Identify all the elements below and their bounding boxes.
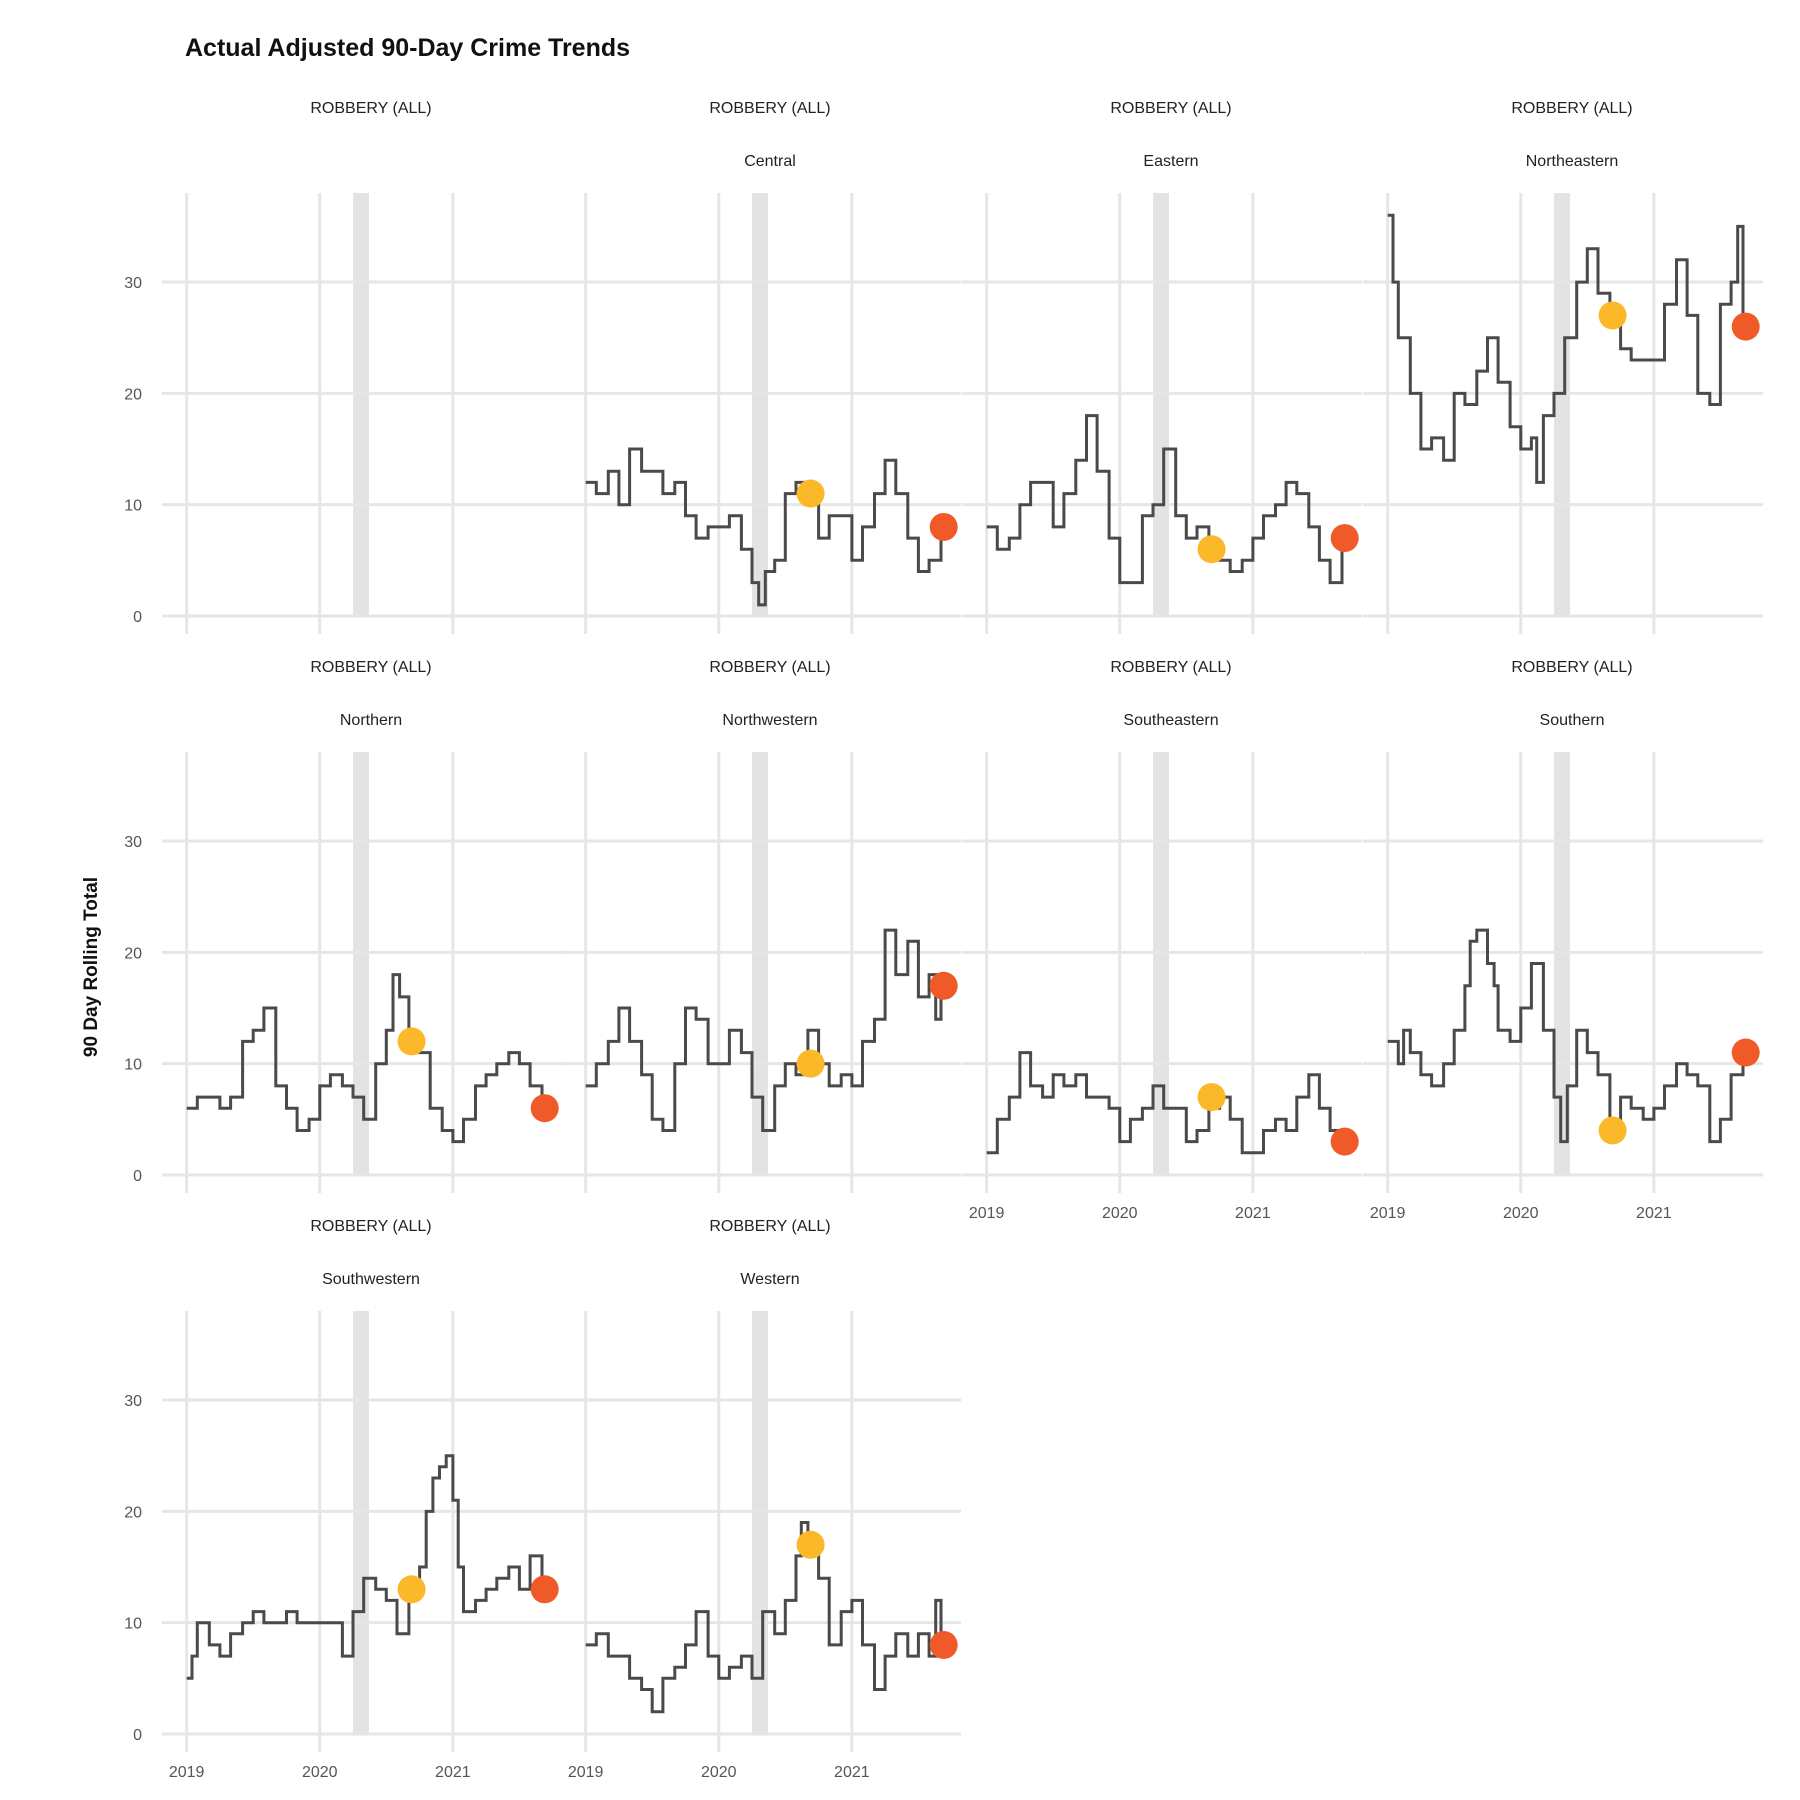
facet-strip-label: ROBBERY (ALL)	[310, 1218, 431, 1235]
shaded-band	[353, 1311, 370, 1734]
latest-point-marker	[929, 512, 958, 541]
y-tick-label: 20	[124, 386, 142, 403]
y-tick-label: 10	[124, 498, 142, 515]
series-line	[1387, 213, 1745, 484]
x-tick-label: 2020	[701, 1764, 737, 1781]
shaded-band	[752, 752, 769, 1175]
latest-point-marker	[1731, 312, 1760, 341]
x-tick-label: 2019	[568, 1764, 604, 1781]
y-tick-label: 0	[133, 1727, 142, 1744]
chart-title: Actual Adjusted 90-Day Crime Trends	[185, 34, 631, 62]
facet-strip-sublabel: Northwestern	[722, 712, 817, 729]
y-tick-label: 10	[124, 1057, 142, 1074]
facet-panel: 2019 2020 2021 ROBBERY (ALL) Southern	[1363, 659, 1763, 1222]
x-tick-label: 2021	[435, 1764, 471, 1781]
facet-panel: ROBBERY (ALL) Central	[561, 100, 961, 634]
y-tick-label: 0	[133, 1168, 142, 1185]
facet-panel: 2019 2020 2021 ROBBERY (ALL) Southeastern	[962, 659, 1362, 1222]
latest-point-marker	[530, 1094, 559, 1123]
facet-strip-label: ROBBERY (ALL)	[1110, 659, 1231, 676]
series-line	[585, 1521, 943, 1714]
shaded-band	[752, 1311, 769, 1734]
shaded-band	[752, 193, 769, 616]
latest-point-marker	[929, 1630, 958, 1659]
x-tick-label: 2021	[1636, 1205, 1672, 1222]
latest-point-marker	[1330, 524, 1359, 553]
facet-strip-label: ROBBERY (ALL)	[709, 100, 830, 117]
latest-point-marker	[1731, 1038, 1760, 1067]
y-tick-label: 30	[124, 834, 142, 851]
earlier-point-marker	[796, 479, 825, 508]
facet-strip-label: ROBBERY (ALL)	[1110, 100, 1231, 117]
facet-strip-sublabel: Northern	[340, 712, 402, 729]
earlier-point-marker	[1598, 1116, 1627, 1145]
facet-strip-label: ROBBERY (ALL)	[709, 659, 830, 676]
earlier-point-marker	[1197, 535, 1226, 564]
facet-strip-sublabel: Southern	[1540, 712, 1605, 729]
shaded-band	[353, 193, 370, 616]
x-tick-label: 2021	[834, 1764, 870, 1781]
series-line	[986, 1051, 1344, 1155]
x-tick-label: 2019	[969, 1205, 1005, 1222]
x-tick-label: 2020	[1503, 1205, 1539, 1222]
x-tick-label: 2020	[1102, 1205, 1138, 1222]
earlier-point-marker	[796, 1049, 825, 1078]
series-line	[986, 414, 1344, 585]
facet-strip-sublabel: Southeastern	[1123, 712, 1218, 729]
facet-strip-sublabel: Northeastern	[1526, 153, 1619, 170]
series-line	[585, 447, 943, 607]
shaded-band	[353, 752, 370, 1175]
earlier-point-marker	[796, 1530, 825, 1559]
y-tick-label: 30	[124, 1393, 142, 1410]
x-tick-label: 2019	[1370, 1205, 1406, 1222]
earlier-point-marker	[1598, 301, 1627, 330]
facet-strip-label: ROBBERY (ALL)	[709, 1218, 830, 1235]
facet-strip-sublabel: Western	[740, 1271, 799, 1288]
facet-strip-sublabel: Central	[744, 153, 796, 170]
shaded-band	[1153, 193, 1170, 616]
facet-strip-label: ROBBERY (ALL)	[310, 659, 431, 676]
facet-panel: 0 10 20 30 ROBBERY (ALL) Northern	[124, 659, 562, 1193]
x-tick-label: 2020	[302, 1764, 338, 1781]
earlier-point-marker	[397, 1027, 426, 1056]
x-tick-label: 2021	[1235, 1205, 1271, 1222]
series-line	[1387, 928, 1745, 1144]
facet-strip-label: ROBBERY (ALL)	[1511, 659, 1632, 676]
shaded-band	[1153, 752, 1170, 1175]
facet-strip-label: ROBBERY (ALL)	[1511, 100, 1632, 117]
facet-strip-label: ROBBERY (ALL)	[310, 100, 431, 117]
facet-panel: 0 10 20 30 ROBBERY (ALL)	[124, 100, 562, 634]
series-line	[186, 1454, 544, 1680]
facet-strip-sublabel: Eastern	[1143, 153, 1198, 170]
y-tick-label: 0	[133, 609, 142, 626]
facet-panel: ROBBERY (ALL) Northeastern	[1363, 100, 1763, 634]
latest-point-marker	[929, 971, 958, 1000]
x-tick-label: 2019	[169, 1764, 205, 1781]
series-line	[585, 928, 943, 1132]
facet-strip-sublabel: Southwestern	[322, 1271, 420, 1288]
facet-panel: ROBBERY (ALL) Northwestern	[561, 659, 961, 1193]
y-tick-label: 10	[124, 1616, 142, 1633]
latest-point-marker	[530, 1575, 559, 1604]
shaded-band	[1554, 193, 1571, 616]
latest-point-marker	[1330, 1127, 1359, 1156]
series-line	[186, 973, 544, 1144]
y-tick-label: 20	[124, 1504, 142, 1521]
earlier-point-marker	[1197, 1083, 1226, 1112]
facet-panel: 2019 2020 2021 ROBBERY (ALL) Western	[561, 1218, 961, 1781]
y-tick-label: 30	[124, 275, 142, 292]
earlier-point-marker	[397, 1575, 426, 1604]
facet-panel: 0 10 20 30 2019 2020 2021 ROBBERY (ALL) Southwes…	[124, 1218, 562, 1781]
facet-panel: ROBBERY (ALL) Eastern	[962, 100, 1362, 634]
y-tick-label: 20	[124, 945, 142, 962]
shaded-band	[1554, 752, 1571, 1175]
